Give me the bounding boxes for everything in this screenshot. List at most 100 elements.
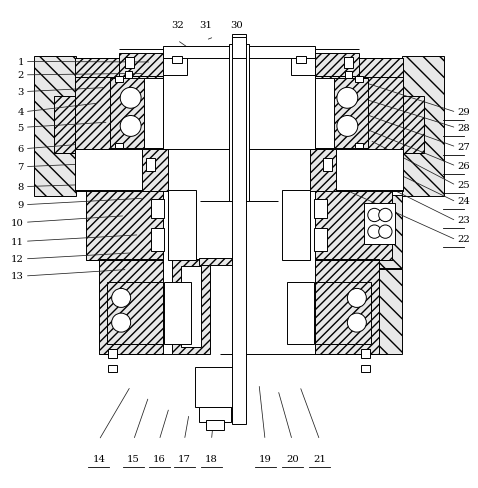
Bar [151, 228, 164, 251]
Circle shape [348, 313, 366, 332]
Bar [314, 228, 327, 251]
Text: 1: 1 [17, 58, 24, 67]
Bar [402, 57, 444, 197]
Bar [181, 266, 201, 347]
Text: 21: 21 [314, 454, 326, 463]
Bar [315, 283, 371, 345]
Text: 10: 10 [11, 218, 24, 227]
Bar [232, 35, 246, 424]
Bar [172, 57, 182, 64]
Text: 11: 11 [11, 237, 24, 246]
Text: 14: 14 [92, 454, 105, 463]
Text: 15: 15 [127, 454, 140, 463]
Bar [172, 259, 210, 354]
Bar [119, 54, 163, 77]
Bar [228, 45, 250, 202]
Text: 27: 27 [457, 142, 470, 151]
Bar [315, 190, 392, 261]
Bar [315, 59, 403, 154]
Text: 8: 8 [17, 183, 24, 192]
Bar [163, 47, 315, 59]
Bar [146, 159, 155, 172]
Text: 26: 26 [457, 161, 470, 170]
Bar [168, 190, 196, 261]
Circle shape [120, 116, 141, 137]
Bar [323, 159, 332, 172]
Text: 20: 20 [286, 454, 299, 463]
Bar [355, 143, 362, 149]
Circle shape [348, 289, 366, 308]
Bar [144, 79, 163, 149]
Text: 3: 3 [17, 88, 24, 97]
Bar [125, 72, 131, 79]
Text: 22: 22 [457, 235, 470, 244]
Bar [125, 58, 133, 68]
Bar [310, 150, 337, 192]
Bar [291, 57, 315, 76]
Bar [198, 407, 231, 422]
Circle shape [368, 225, 381, 239]
Bar [116, 143, 123, 149]
Bar [109, 349, 117, 358]
Bar [107, 283, 163, 345]
Bar [54, 97, 75, 154]
Text: 31: 31 [199, 21, 212, 30]
Bar [355, 77, 362, 83]
Text: 16: 16 [153, 454, 165, 463]
Circle shape [379, 209, 392, 222]
Bar [99, 259, 163, 354]
Bar [196, 367, 234, 407]
Circle shape [379, 225, 392, 239]
Bar [75, 59, 163, 154]
Bar [346, 72, 352, 79]
Bar [359, 195, 402, 269]
Text: 13: 13 [11, 272, 24, 281]
Text: 32: 32 [171, 21, 184, 30]
Bar [164, 283, 191, 345]
Bar [198, 258, 237, 265]
Text: 6: 6 [18, 144, 24, 154]
Text: 17: 17 [178, 454, 191, 463]
Bar [206, 421, 224, 430]
Bar [86, 190, 163, 261]
Bar [296, 57, 306, 64]
Bar [403, 97, 424, 154]
Text: 19: 19 [259, 454, 272, 463]
Circle shape [368, 209, 381, 222]
Circle shape [337, 88, 358, 109]
Text: 18: 18 [205, 454, 218, 463]
Bar [315, 259, 379, 354]
Text: 28: 28 [457, 123, 470, 132]
Circle shape [337, 116, 358, 137]
Text: 4: 4 [17, 108, 24, 117]
Text: 23: 23 [457, 216, 470, 225]
Text: 5: 5 [17, 123, 24, 132]
Bar [110, 79, 163, 149]
Bar [75, 150, 163, 192]
Text: 29: 29 [457, 108, 470, 117]
Bar [364, 203, 395, 244]
Bar [315, 79, 368, 149]
Text: 25: 25 [457, 180, 470, 189]
Bar [163, 57, 187, 76]
Text: 2: 2 [17, 71, 24, 80]
Bar [315, 79, 334, 149]
Text: 9: 9 [17, 201, 24, 210]
Bar [116, 77, 123, 83]
Bar [315, 54, 359, 77]
Bar [151, 200, 164, 219]
Text: 7: 7 [17, 163, 24, 172]
Bar [34, 57, 76, 197]
Bar [141, 150, 168, 192]
Text: 30: 30 [230, 21, 243, 30]
Bar [282, 190, 310, 261]
Bar [287, 283, 314, 345]
Bar [232, 38, 246, 59]
Bar [314, 200, 327, 219]
Text: 24: 24 [457, 197, 470, 206]
Bar [361, 349, 369, 358]
Bar [359, 269, 402, 354]
Circle shape [120, 88, 141, 109]
Bar [315, 150, 403, 192]
Bar [361, 365, 369, 372]
